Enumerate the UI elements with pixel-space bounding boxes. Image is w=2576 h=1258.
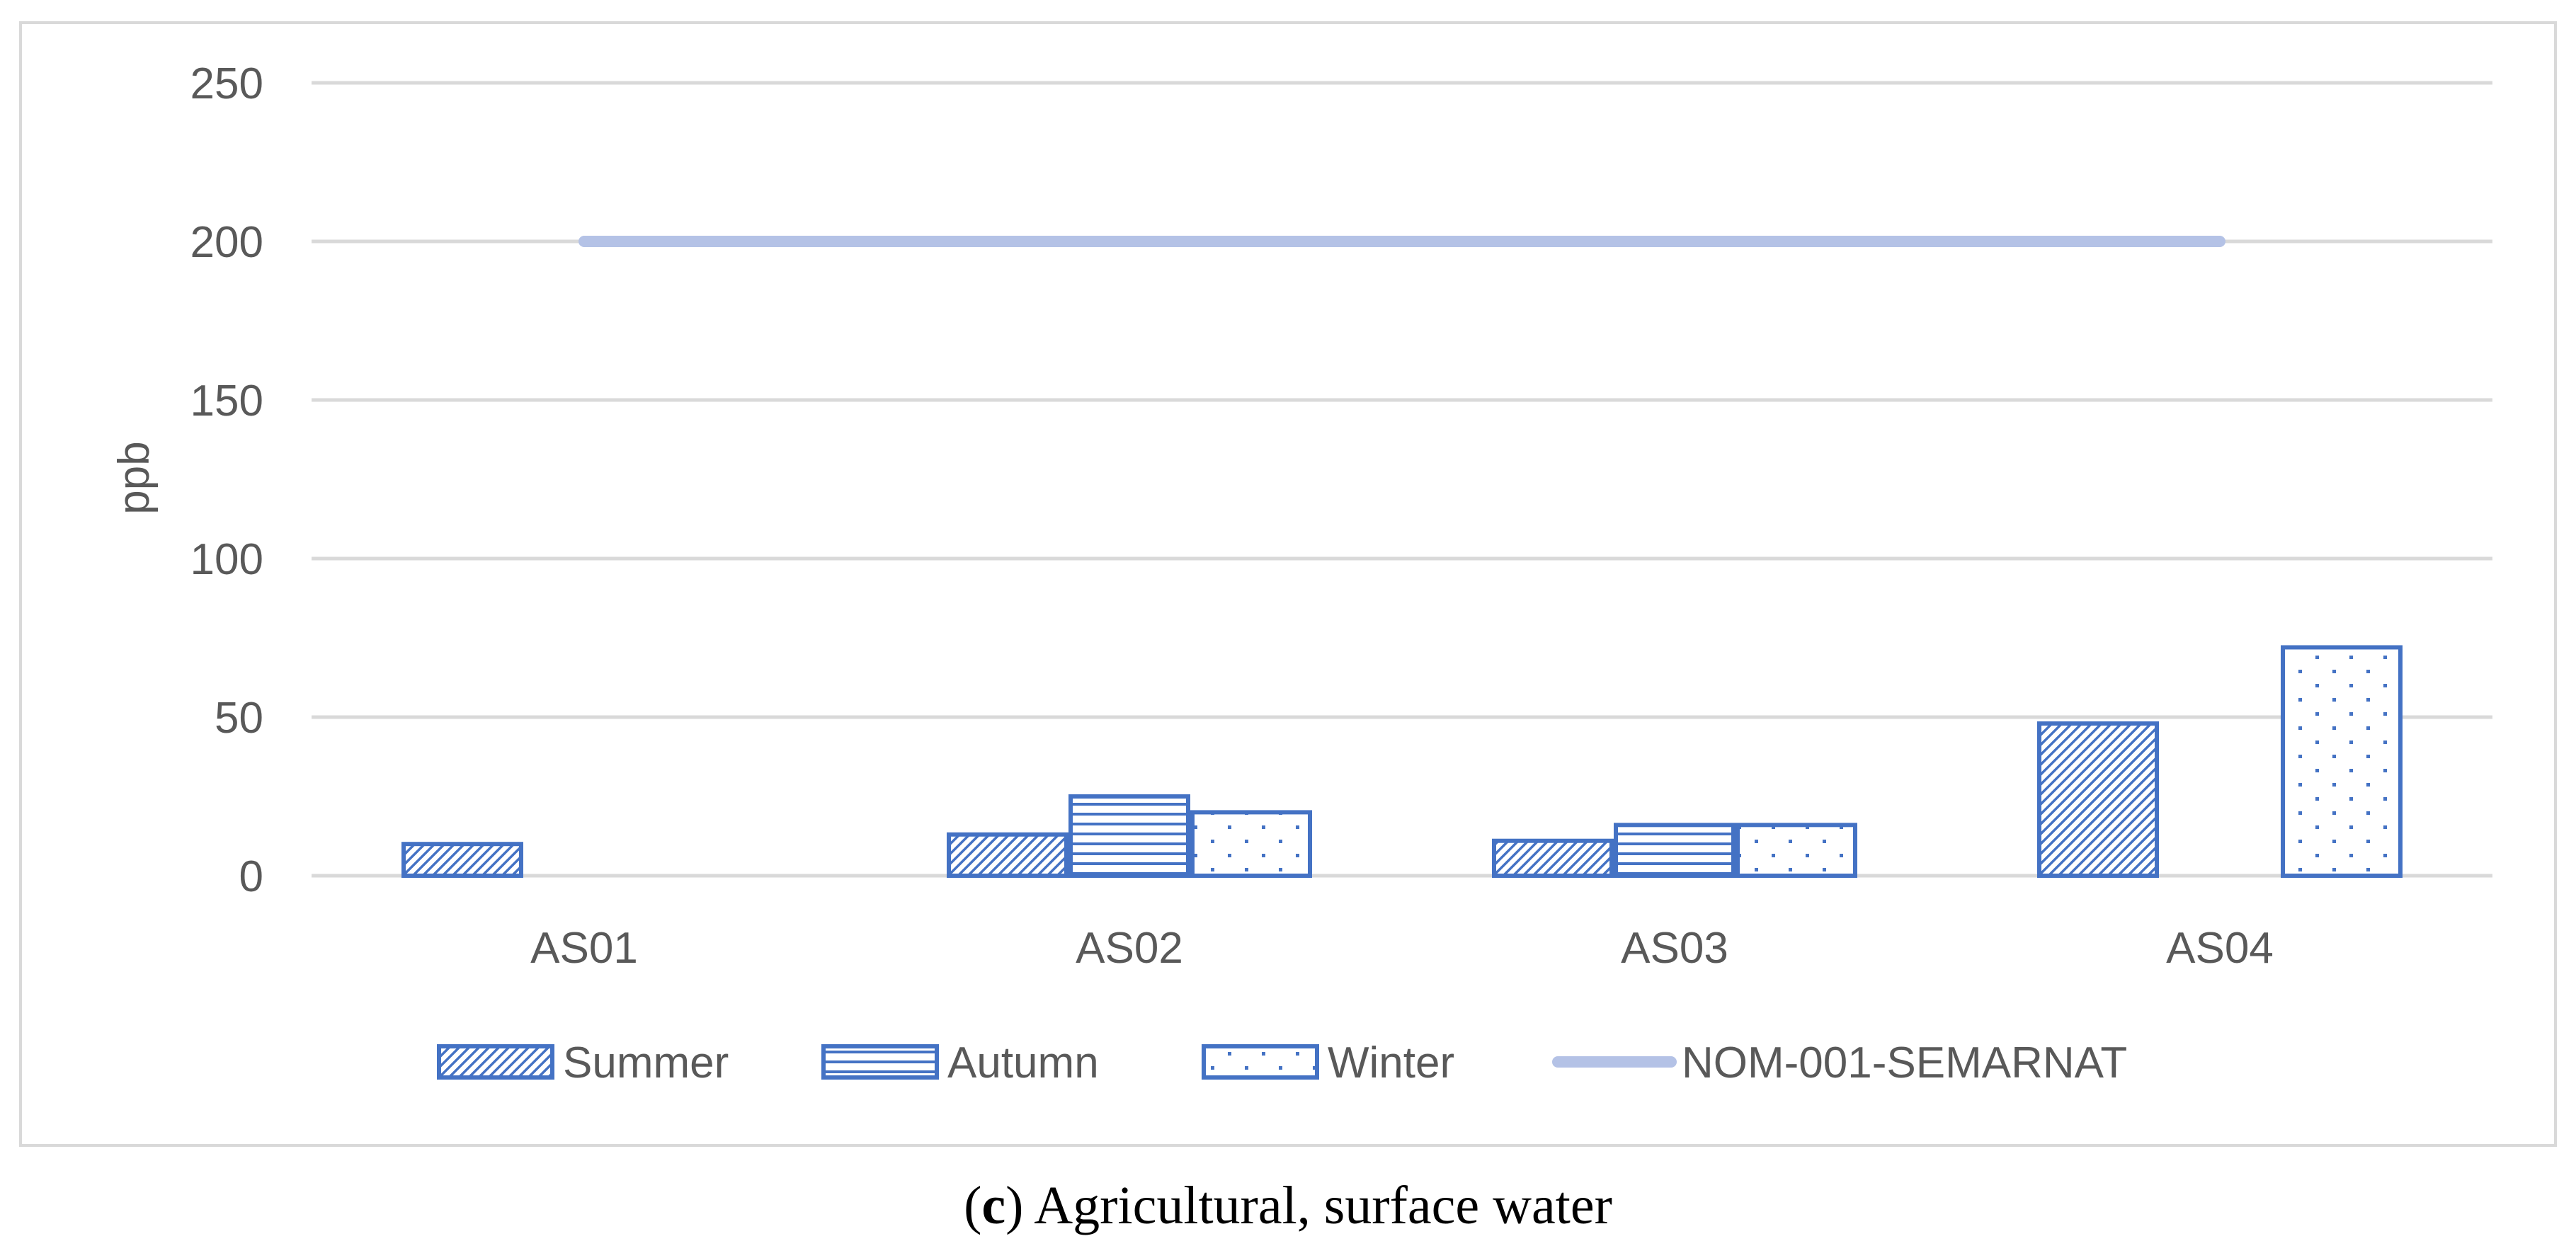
y-axis-label: ppb (110, 441, 159, 514)
legend-label-autumn: Autumn (947, 1039, 1099, 1087)
caption-letter: c (981, 1176, 1006, 1235)
bar-summer-as03 (1492, 838, 1614, 878)
legend-label-winter: Winter (1328, 1039, 1454, 1087)
legend-label-summer: Summer (563, 1039, 729, 1087)
legend-swatch-autumn (821, 1044, 939, 1080)
bars (401, 645, 2403, 879)
bar-winter-as02 (1190, 810, 1312, 879)
bar-autumn-as02 (1068, 794, 1190, 878)
y-tick-labels: 0 50 100 150 200 250 (190, 59, 263, 901)
y-tick-label: 200 (190, 218, 263, 267)
chart-svg: 0 50 100 150 200 250 AS01 AS02 AS03 AS04 ppb Sum… (110, 59, 2492, 1087)
y-tick-label: 50 (215, 694, 263, 743)
bar-summer-as04 (2037, 721, 2159, 879)
bar-summer-as01 (401, 842, 523, 878)
y-tick-label: 250 (190, 59, 263, 108)
bar-summer-as02 (947, 832, 1068, 879)
bar-autumn-as03 (1614, 823, 1736, 878)
chart-frame (19, 21, 2557, 1147)
gridlines (312, 81, 2492, 878)
x-tick-labels: AS01 AS02 AS03 AS04 (530, 924, 2274, 973)
bar-winter-as03 (1736, 823, 1857, 878)
legend: Summer Autumn Winter NOM-001-SEMARNAT (437, 1039, 2127, 1087)
legend-label-reference-line: NOM-001-SEMARNAT (1682, 1039, 2127, 1087)
caption-text: Agricultural, surface water (1034, 1176, 1612, 1235)
y-tick-label: 150 (190, 377, 263, 425)
x-tick-label: AS01 (530, 924, 638, 973)
x-tick-label: AS02 (1076, 924, 1183, 973)
x-tick-label: AS04 (2166, 924, 2274, 973)
x-tick-label: AS03 (1621, 924, 1728, 973)
figure-caption: (c) Agricultural, surface water (964, 1176, 1612, 1235)
y-tick-label: 0 (239, 852, 263, 901)
y-tick-label: 100 (190, 535, 263, 584)
legend-swatch-winter (1202, 1044, 1319, 1080)
legend-swatch-summer (437, 1044, 554, 1080)
bar-winter-as04 (2281, 645, 2403, 878)
